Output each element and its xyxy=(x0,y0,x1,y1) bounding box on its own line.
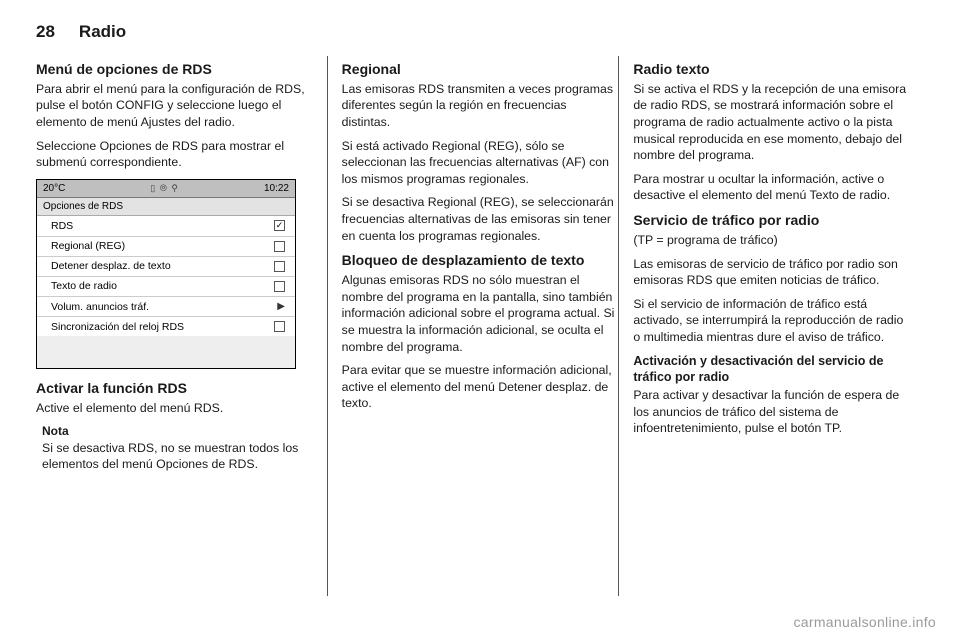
screenshot-row: Detener desplaz. de texto xyxy=(37,257,295,277)
para-select-options: Seleccione Opciones de RDS para mostrar … xyxy=(36,138,313,171)
screenshot-row: Sincronización del reloj RDS xyxy=(37,317,295,336)
para-traffic-onoff: Para activar y desactivar la función de … xyxy=(633,387,910,437)
screenshot-topbar: 20°C ▯ ⦾ ⚲ 10:22 xyxy=(37,180,295,198)
column-3: Radio texto Si se activa el RDS y la rec… xyxy=(619,56,924,596)
rds-options-screenshot: 20°C ▯ ⦾ ⚲ 10:22 Opciones de RDS RDS ✓ R… xyxy=(36,179,296,369)
screenshot-time: 10:22 xyxy=(264,182,289,196)
para-activate-rds: Active el elemento del menú RDS. xyxy=(36,400,313,417)
watermark: carmanualsonline.info xyxy=(794,614,937,630)
column-2: Regional Las emisoras RDS transmiten a v… xyxy=(328,56,619,596)
para-radiotext-2: Para mostrar u ocultar la información, a… xyxy=(633,171,910,204)
para-scroll-1: Algunas emisoras RDS no sólo muestran el… xyxy=(342,272,619,355)
para-regional-3: Si se desactiva Regional (REG), se selec… xyxy=(342,194,619,244)
screenshot-row: Texto de radio xyxy=(37,277,295,297)
page-number: 28 xyxy=(36,22,55,42)
para-tp: (TP = programa de tráfico) xyxy=(633,232,910,249)
column-1: Menú de opciones de RDS Para abrir el me… xyxy=(36,56,327,596)
checkbox-icon: ✓ xyxy=(274,220,285,231)
screenshot-row: Regional (REG) xyxy=(37,237,295,257)
para-traffic-2: Si el servicio de información de tráfico… xyxy=(633,296,910,346)
row-label: Detener desplaz. de texto xyxy=(51,259,171,273)
screenshot-status-icons: ▯ ⦾ ⚲ xyxy=(150,182,179,194)
checkbox-icon xyxy=(274,281,285,292)
content-columns: Menú de opciones de RDS Para abrir el me… xyxy=(36,56,924,596)
arrow-icon: ▶ xyxy=(277,300,285,314)
heading-traffic-onoff: Activación y desactivación del servicio … xyxy=(633,353,910,387)
row-label: RDS xyxy=(51,219,73,233)
para-rds-menu: Para abrir el menú para la configuración… xyxy=(36,81,313,131)
note-title: Nota xyxy=(42,423,313,439)
checkbox-icon xyxy=(274,261,285,272)
heading-regional: Regional xyxy=(342,60,619,79)
screenshot-row: Volum. anuncios tráf. ▶ xyxy=(37,297,295,317)
checkbox-icon xyxy=(274,321,285,332)
note-body: Si se desactiva RDS, no se muestran todo… xyxy=(42,440,313,473)
page-header: 28 Radio xyxy=(36,22,924,42)
heading-activate-rds: Activar la función RDS xyxy=(36,379,313,398)
row-label: Texto de radio xyxy=(51,279,117,293)
screenshot-title: Opciones de RDS xyxy=(37,198,295,217)
heading-rds-menu: Menú de opciones de RDS xyxy=(36,60,313,79)
row-label: Regional (REG) xyxy=(51,239,125,253)
para-regional-1: Las emisoras RDS transmiten a veces prog… xyxy=(342,81,619,131)
row-label: Sincronización del reloj RDS xyxy=(51,320,184,334)
para-traffic-1: Las emisoras de servicio de tráfico por … xyxy=(633,256,910,289)
row-label: Volum. anuncios tráf. xyxy=(51,300,149,314)
para-scroll-2: Para evitar que se muestre información a… xyxy=(342,362,619,412)
heading-radio-text: Radio texto xyxy=(633,60,910,79)
note-box: Nota Si se desactiva RDS, no se muestran… xyxy=(42,423,313,472)
screenshot-temp: 20°C xyxy=(43,182,65,196)
para-regional-2: Si está activado Regional (REG), sólo se… xyxy=(342,138,619,188)
screenshot-spacer xyxy=(37,336,295,367)
screenshot-row: RDS ✓ xyxy=(37,216,295,236)
screenshot-list: RDS ✓ Regional (REG) Detener desplaz. de… xyxy=(37,216,295,336)
heading-scroll-lock: Bloqueo de desplazamiento de texto xyxy=(342,251,619,270)
para-radiotext-1: Si se activa el RDS y la recepción de un… xyxy=(633,81,910,164)
checkbox-icon xyxy=(274,241,285,252)
section-title: Radio xyxy=(79,22,126,42)
heading-traffic-service: Servicio de tráfico por radio xyxy=(633,211,910,230)
